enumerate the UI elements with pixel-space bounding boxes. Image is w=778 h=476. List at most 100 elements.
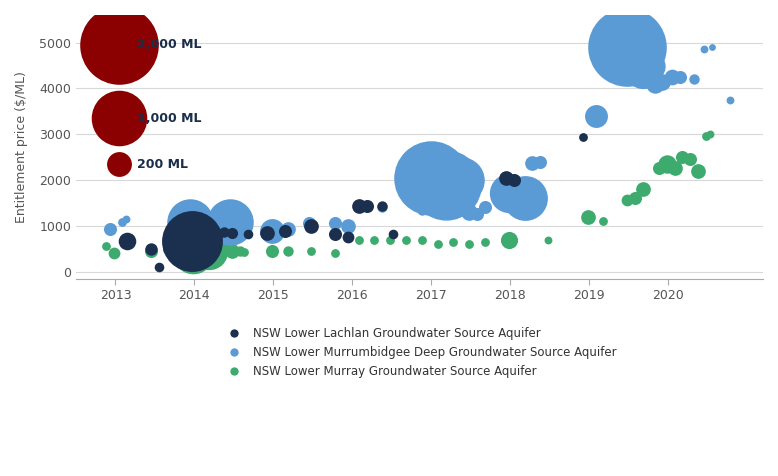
Point bbox=[261, 229, 273, 237]
Point bbox=[113, 41, 125, 49]
Point bbox=[687, 76, 699, 83]
Point bbox=[668, 165, 681, 172]
Point bbox=[238, 248, 251, 256]
Point bbox=[265, 227, 278, 235]
Point bbox=[376, 204, 388, 211]
Point bbox=[210, 231, 223, 238]
Point bbox=[202, 236, 215, 244]
Point bbox=[329, 231, 342, 238]
Point bbox=[384, 236, 397, 243]
Point bbox=[636, 66, 649, 74]
Point bbox=[518, 194, 531, 201]
Point bbox=[179, 247, 191, 255]
Point bbox=[581, 213, 594, 220]
Point bbox=[666, 73, 678, 81]
Point bbox=[202, 220, 215, 228]
Point bbox=[400, 236, 412, 243]
Point bbox=[342, 222, 355, 229]
Point bbox=[629, 194, 641, 202]
Point bbox=[598, 218, 610, 225]
Point bbox=[508, 177, 520, 184]
Point bbox=[174, 235, 187, 243]
Point bbox=[116, 218, 128, 226]
Point bbox=[169, 232, 181, 239]
Point bbox=[706, 43, 718, 51]
Point bbox=[700, 132, 713, 140]
Legend: NSW Lower Lachlan Groundwater Source Aquifer, NSW Lower Murrumbidgee Deep Ground: NSW Lower Lachlan Groundwater Source Aqu… bbox=[223, 327, 617, 378]
Point bbox=[352, 202, 365, 209]
Point bbox=[661, 160, 673, 168]
Point bbox=[226, 247, 239, 255]
Text: 200 ML: 200 ML bbox=[137, 158, 187, 171]
Text: 1,000 ML: 1,000 ML bbox=[137, 112, 202, 125]
Point bbox=[621, 43, 633, 51]
Point bbox=[415, 236, 428, 243]
Point bbox=[674, 73, 686, 81]
Point bbox=[425, 174, 437, 182]
Point bbox=[415, 206, 428, 213]
Point bbox=[113, 160, 125, 168]
Point bbox=[455, 177, 468, 184]
Point bbox=[432, 240, 444, 248]
Point bbox=[463, 208, 475, 216]
Point bbox=[676, 153, 689, 161]
Point bbox=[186, 237, 198, 245]
Point bbox=[590, 112, 602, 120]
Point bbox=[656, 78, 668, 85]
Point bbox=[621, 197, 633, 204]
Point bbox=[218, 228, 230, 236]
Point bbox=[368, 236, 380, 243]
Point bbox=[282, 247, 294, 255]
Point bbox=[305, 222, 317, 230]
Point bbox=[242, 231, 254, 238]
Point bbox=[218, 236, 230, 244]
Point bbox=[279, 227, 292, 235]
Y-axis label: Entitlement price ($/ML): Entitlement price ($/ML) bbox=[15, 71, 28, 223]
Point bbox=[463, 240, 475, 248]
Point bbox=[649, 80, 661, 88]
Point bbox=[184, 218, 197, 226]
Point bbox=[692, 167, 704, 175]
Point bbox=[226, 229, 239, 237]
Point bbox=[495, 197, 507, 204]
Point bbox=[645, 62, 657, 69]
Point bbox=[360, 203, 373, 210]
Point bbox=[163, 245, 175, 252]
Point bbox=[684, 155, 696, 163]
Point bbox=[352, 202, 365, 209]
Point bbox=[145, 247, 157, 255]
Point bbox=[478, 238, 491, 246]
Point bbox=[542, 236, 555, 243]
Point bbox=[194, 229, 207, 237]
Point bbox=[145, 245, 157, 253]
Point bbox=[478, 204, 491, 211]
Point bbox=[329, 249, 342, 257]
Point bbox=[653, 165, 665, 172]
Point bbox=[305, 247, 317, 255]
Point bbox=[500, 174, 513, 182]
Point bbox=[510, 185, 523, 192]
Point bbox=[526, 159, 538, 167]
Point bbox=[234, 247, 247, 255]
Point bbox=[103, 225, 116, 232]
Point bbox=[224, 218, 237, 226]
Point bbox=[724, 96, 736, 104]
Point bbox=[636, 185, 649, 193]
Point bbox=[704, 130, 717, 138]
Point bbox=[534, 158, 546, 166]
Point bbox=[352, 236, 365, 243]
Point bbox=[265, 247, 278, 255]
Point bbox=[329, 219, 342, 227]
Point bbox=[698, 46, 710, 53]
Point bbox=[152, 263, 165, 270]
Point bbox=[576, 133, 589, 140]
Point bbox=[503, 189, 515, 197]
Point bbox=[282, 225, 294, 232]
Point bbox=[387, 231, 400, 238]
Point bbox=[447, 238, 460, 246]
Point bbox=[440, 181, 452, 188]
Point bbox=[120, 216, 132, 223]
Point bbox=[100, 243, 112, 250]
Point bbox=[303, 219, 315, 227]
Point bbox=[503, 236, 515, 243]
